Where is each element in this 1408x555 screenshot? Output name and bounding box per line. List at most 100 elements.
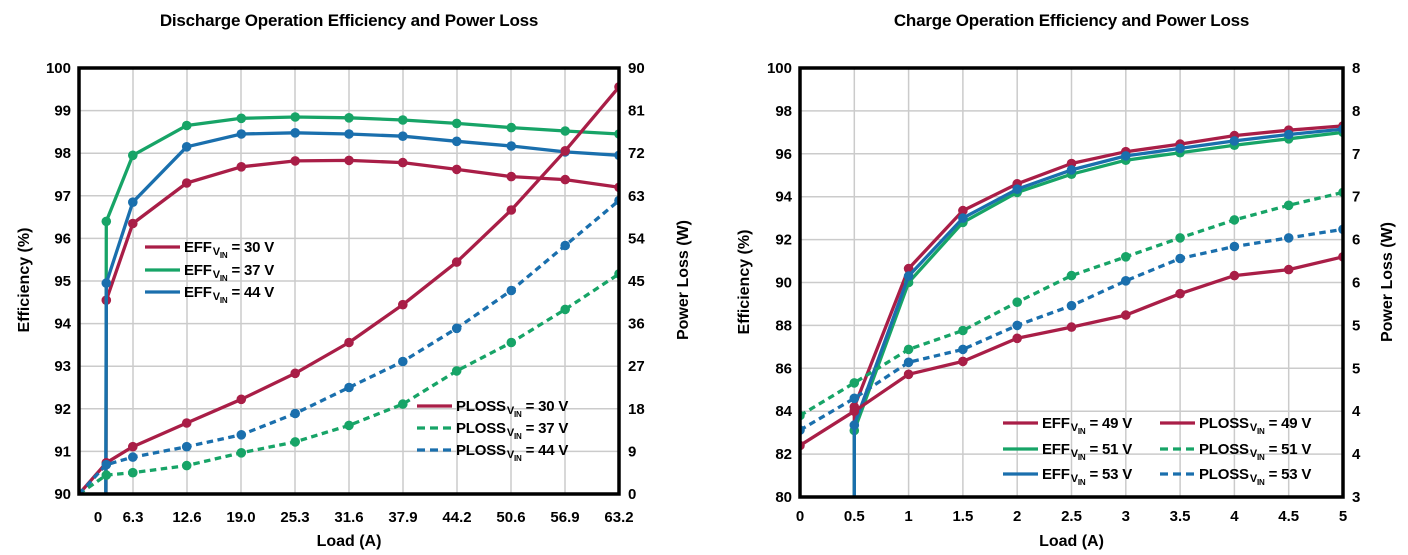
y-right-tick-label: 63 [628,188,645,205]
data-point-marker [560,240,570,251]
data-point-marker [101,216,112,227]
tick-labels: 0 0.5 1 1.5 2 2.5 3 3.5 4 4.5 51009896949290888684… [767,60,1361,525]
legend-line-sample [1003,421,1038,425]
y-left-tick-label: 100 [46,60,71,77]
legend-item-ploss-vin-37-v: PLOSSVIN = 37 V [417,418,569,441]
y-right-tick-label: 3 [1352,489,1360,506]
y-left-tick-label: 100 [767,60,792,77]
data-point-marker [958,344,968,355]
data-point-marker [1175,288,1185,299]
series-line [79,85,619,494]
data-point-marker [290,156,301,166]
data-point-marker [344,420,354,431]
legend-item-ploss-vin-30-v: PLOSSVIN = 30 V [417,396,569,419]
series-line [104,158,619,494]
data-point-marker [1283,129,1294,140]
data-point-marker [958,213,968,223]
y-left-tick-label: 96 [54,230,71,247]
legend-label: PLOSSVIN = 37 V [456,419,569,441]
legend-label: EFFVIN = 37 V [184,261,275,283]
data-point-marker [506,122,517,133]
legend-line-sample [1160,472,1195,476]
legend-item-eff-vin-30-v: EFFVIN = 30 V [145,237,274,260]
legend-label: PLOSSVIN = 53 V [1199,465,1312,487]
x-tick-label: 31.6 [334,509,363,526]
y-left-tick-label: 92 [54,401,71,418]
x-tick-label: 50.6 [496,509,525,526]
y-right-tick-label: 90 [628,60,645,77]
y-right-tick-label: 72 [628,145,645,162]
y-left-tick-label: 82 [775,446,792,463]
y-right-tick-label: 8 [1352,103,1360,120]
series-eff-vin-30-v [101,155,619,494]
y-left-tick-label: 98 [775,103,792,120]
legend-label: EFFVIN = 44 V [184,283,275,305]
data-point-marker [958,205,968,216]
y-right-tick-label: 18 [628,401,645,418]
data-point-marker [903,263,914,274]
data-point-marker [1012,333,1022,344]
data-point-marker [181,460,192,471]
legend-line-sample [1003,447,1038,451]
data-point-marker [290,112,301,122]
y-right-tick-label: 6 [1352,275,1360,292]
legend-item-eff-vin-51-v: EFFVIN = 51 V [1003,439,1132,462]
data-point-marker [344,382,354,393]
data-point-marker [1121,151,1131,161]
legend-item-eff-vin-49-v: EFFVIN = 49 V [1003,413,1132,436]
x-tick-label: 12.6 [172,509,201,526]
y-right-tick-label: 5 [1352,360,1360,377]
plot-border [798,66,1345,499]
data-point-marker [344,337,354,348]
series-eff-vin-44-v [101,128,619,494]
data-point-marker [398,157,408,168]
x-tick-label: 19.0 [226,509,255,526]
data-point-marker [1175,253,1185,264]
charge-chart: Charge Operation Efficiency and Power Lo… [704,0,1408,555]
legend-line-sample [1003,472,1038,476]
data-point-marker [903,357,914,368]
y-left-tick-label: 98 [54,145,71,162]
y-left-tick-label: 97 [54,188,71,205]
legend-label: PLOSSVIN = 30 V [456,397,569,419]
data-point-marker [903,271,914,281]
y-right-tick-label: 54 [628,230,645,247]
data-point-marker [451,164,462,175]
series-eff-vin-51-v [849,127,1343,497]
data-point-marker [1121,251,1131,262]
data-point-marker [849,378,860,388]
data-point-marker [344,113,354,123]
series-line [104,115,619,494]
legend-item-ploss-vin-44-v: PLOSSVIN = 44 V [417,440,569,463]
legend-item-ploss-vin-53-v: PLOSSVIN = 53 V [1160,464,1312,487]
data-point-marker [560,146,570,156]
series-line [800,190,1343,417]
data-point-marker [181,441,192,452]
charge-x-axis-label: Load (A) [1039,533,1104,550]
legend-line-sample [417,426,452,430]
data-point-marker [181,142,192,152]
legend-line-sample [145,268,180,272]
x-tick-label: 0 [94,509,102,526]
data-point-marker [290,408,301,419]
y-left-tick-label: 94 [775,189,792,206]
data-point-marker [128,197,138,207]
data-point-marker [451,136,462,147]
legend-label: PLOSSVIN = 49 V [1199,414,1312,436]
legend-item-eff-vin-44-v: EFFVIN = 44 V [145,282,275,305]
y-left-tick-label: 92 [775,232,792,249]
data-point-marker [236,394,247,405]
x-tick-label: 25.3 [280,509,309,526]
data-point-marker [1283,200,1294,211]
legend-label: PLOSSVIN = 44 V [456,441,569,463]
data-point-marker [128,452,138,462]
data-point-marker [290,128,301,138]
data-point-marker [506,205,517,215]
data-point-marker [1175,143,1185,154]
series-eff-vin-53-v [849,124,1343,497]
y-left-tick-label: 94 [54,316,71,333]
y-left-tick-label: 84 [775,403,792,420]
series-ploss-vin-51-v [800,187,1343,421]
data-point-marker [236,448,247,458]
